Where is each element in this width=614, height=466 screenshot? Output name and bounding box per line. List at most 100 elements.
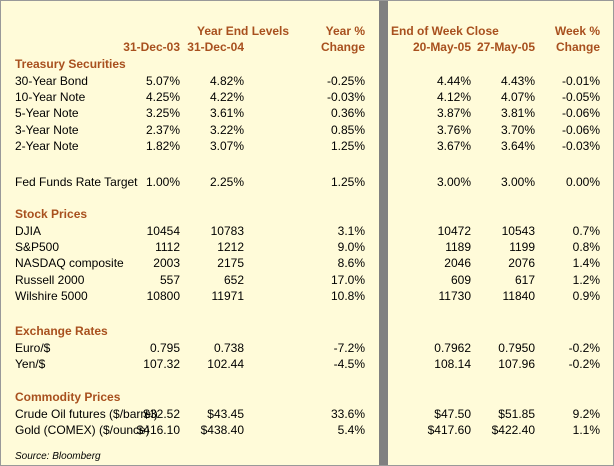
table-cell: 0.7% [572,223,600,238]
table-cell: 1.25% [330,175,365,189]
table-cell: 617 [514,272,535,287]
table-cell: 1112 [155,239,180,254]
row-label: S&P500 [15,239,60,254]
table-cell: 3.87% [436,106,471,121]
table-cell: -0.06% [561,122,600,137]
table-cell: 4.43% [500,73,535,88]
table-cell: 3.00% [500,175,535,189]
table-cell: 1212 [217,239,244,254]
table-cell: 1.4% [572,256,600,271]
header-year-end-levels: Year End Levels [197,24,290,38]
table-cell: 5.07% [145,73,180,88]
table-cell: 3.61% [209,106,244,121]
header-week-pct: Week % [554,24,600,38]
row-label: Crude Oil futures ($/barrel) [15,406,158,421]
table-cell: 10454 [146,223,180,238]
table-cell: 3.1% [337,223,365,238]
table-cell: 4.12% [436,89,471,104]
table-cell: 0.7950 [498,340,535,355]
table-cell: 11971 [211,289,244,304]
table-cell: 3.67% [436,139,471,154]
table-cell: 10783 [210,223,244,238]
table-cell: 3.70% [500,122,535,137]
table-cell: -4.5% [333,356,365,371]
table-cell: 4.82% [209,73,244,88]
table-cell: 4.44% [436,73,471,88]
table-cell: 2.37% [145,122,180,137]
table-cell: -7.2% [333,340,365,355]
column-divider [379,0,388,466]
table-cell: 2175 [217,256,244,271]
table-cell: $416.10 [136,422,180,437]
source-note: Source: Bloomberg [15,451,101,462]
row-label: DJIA [15,223,42,238]
table-cell: 2046 [444,256,471,271]
table-cell: -0.05% [561,89,600,104]
table-cell: 1199 [509,239,535,254]
table-cell: 3.76% [436,122,471,137]
table-cell: 3.81% [500,106,535,121]
table-cell: 107.96 [498,356,535,371]
table-cell: 0.00% [565,175,600,189]
table-cell: 17.0% [330,272,365,287]
table-cell: 1.1% [572,422,600,437]
header-week-change: Change [555,40,600,54]
table-cell: 3.25% [145,106,180,121]
header-date-2004: 31-Dec-04 [187,40,244,54]
row-label: 2-Year Note [15,139,79,154]
header-date-2003: 31-Dec-03 [123,40,180,54]
table-cell: 2076 [508,256,535,271]
header-year-pct: Year % [325,24,365,38]
table-cell: 557 [159,272,180,287]
row-label: 5-Year Note [15,106,79,121]
table-cell: 652 [223,272,244,287]
row-label: Fed Funds Rate Target [15,175,138,189]
row-label: 10-Year Note [15,89,86,104]
table-cell: 3.00% [436,175,471,189]
section-title: Commodity Prices [15,390,121,404]
table-cell: -0.06% [561,106,600,121]
table-cell: $51.85 [498,406,535,421]
table-cell: 0.738 [213,340,244,355]
table-cell: -0.01% [561,73,600,88]
table-cell: 10.8% [330,289,365,304]
row-label: NASDAQ composite [15,256,124,271]
row-label: Russell 2000 [15,272,85,287]
table-cell: 107.32 [143,356,180,371]
table-cell: 609 [450,272,471,287]
table-cell: 8.6% [337,256,365,271]
section-title: Stock Prices [15,207,88,221]
header-date-may20: 20-May-05 [412,40,471,54]
table-cell: 5.4% [337,422,365,437]
table-cell: 1189 [445,239,471,254]
table-cell: $43.45 [207,406,244,421]
table-cell: -0.25% [326,73,365,88]
section-title: Treasury Securities [15,57,126,71]
row-label: 3-Year Note [15,122,79,137]
table-cell: 0.36% [330,106,365,121]
table-cell: 3.22% [209,122,244,137]
table-cell: 1.25% [330,139,365,154]
table-cell: 102.44 [207,356,244,371]
table-cell: 2003 [153,256,180,271]
table-cell: $32.52 [143,406,180,421]
header-end-of-week-close: End of Week Close [391,24,499,38]
table-cell: $438.40 [200,422,244,437]
row-label: Euro/$ [15,340,51,355]
table-cell: 0.85% [330,122,365,137]
table-cell: 33.6% [330,406,365,421]
table-cell: 11840 [502,289,535,304]
table-cell: 9.2% [572,406,600,421]
table-cell: 0.9% [572,289,600,304]
table-cell: 9.0% [337,239,365,254]
table-cell: $422.40 [491,422,535,437]
table-cell: 3.64% [500,139,535,154]
table-cell: 11730 [438,289,471,304]
table-cell: -0.03% [561,139,600,154]
section-title: Exchange Rates [15,324,108,338]
table-cell: $47.50 [434,406,471,421]
table-cell: 1.82% [145,139,180,154]
header-date-may27: 27-May-05 [476,40,535,54]
row-label: Gold (COMEX) ($/ounce) [15,422,150,437]
